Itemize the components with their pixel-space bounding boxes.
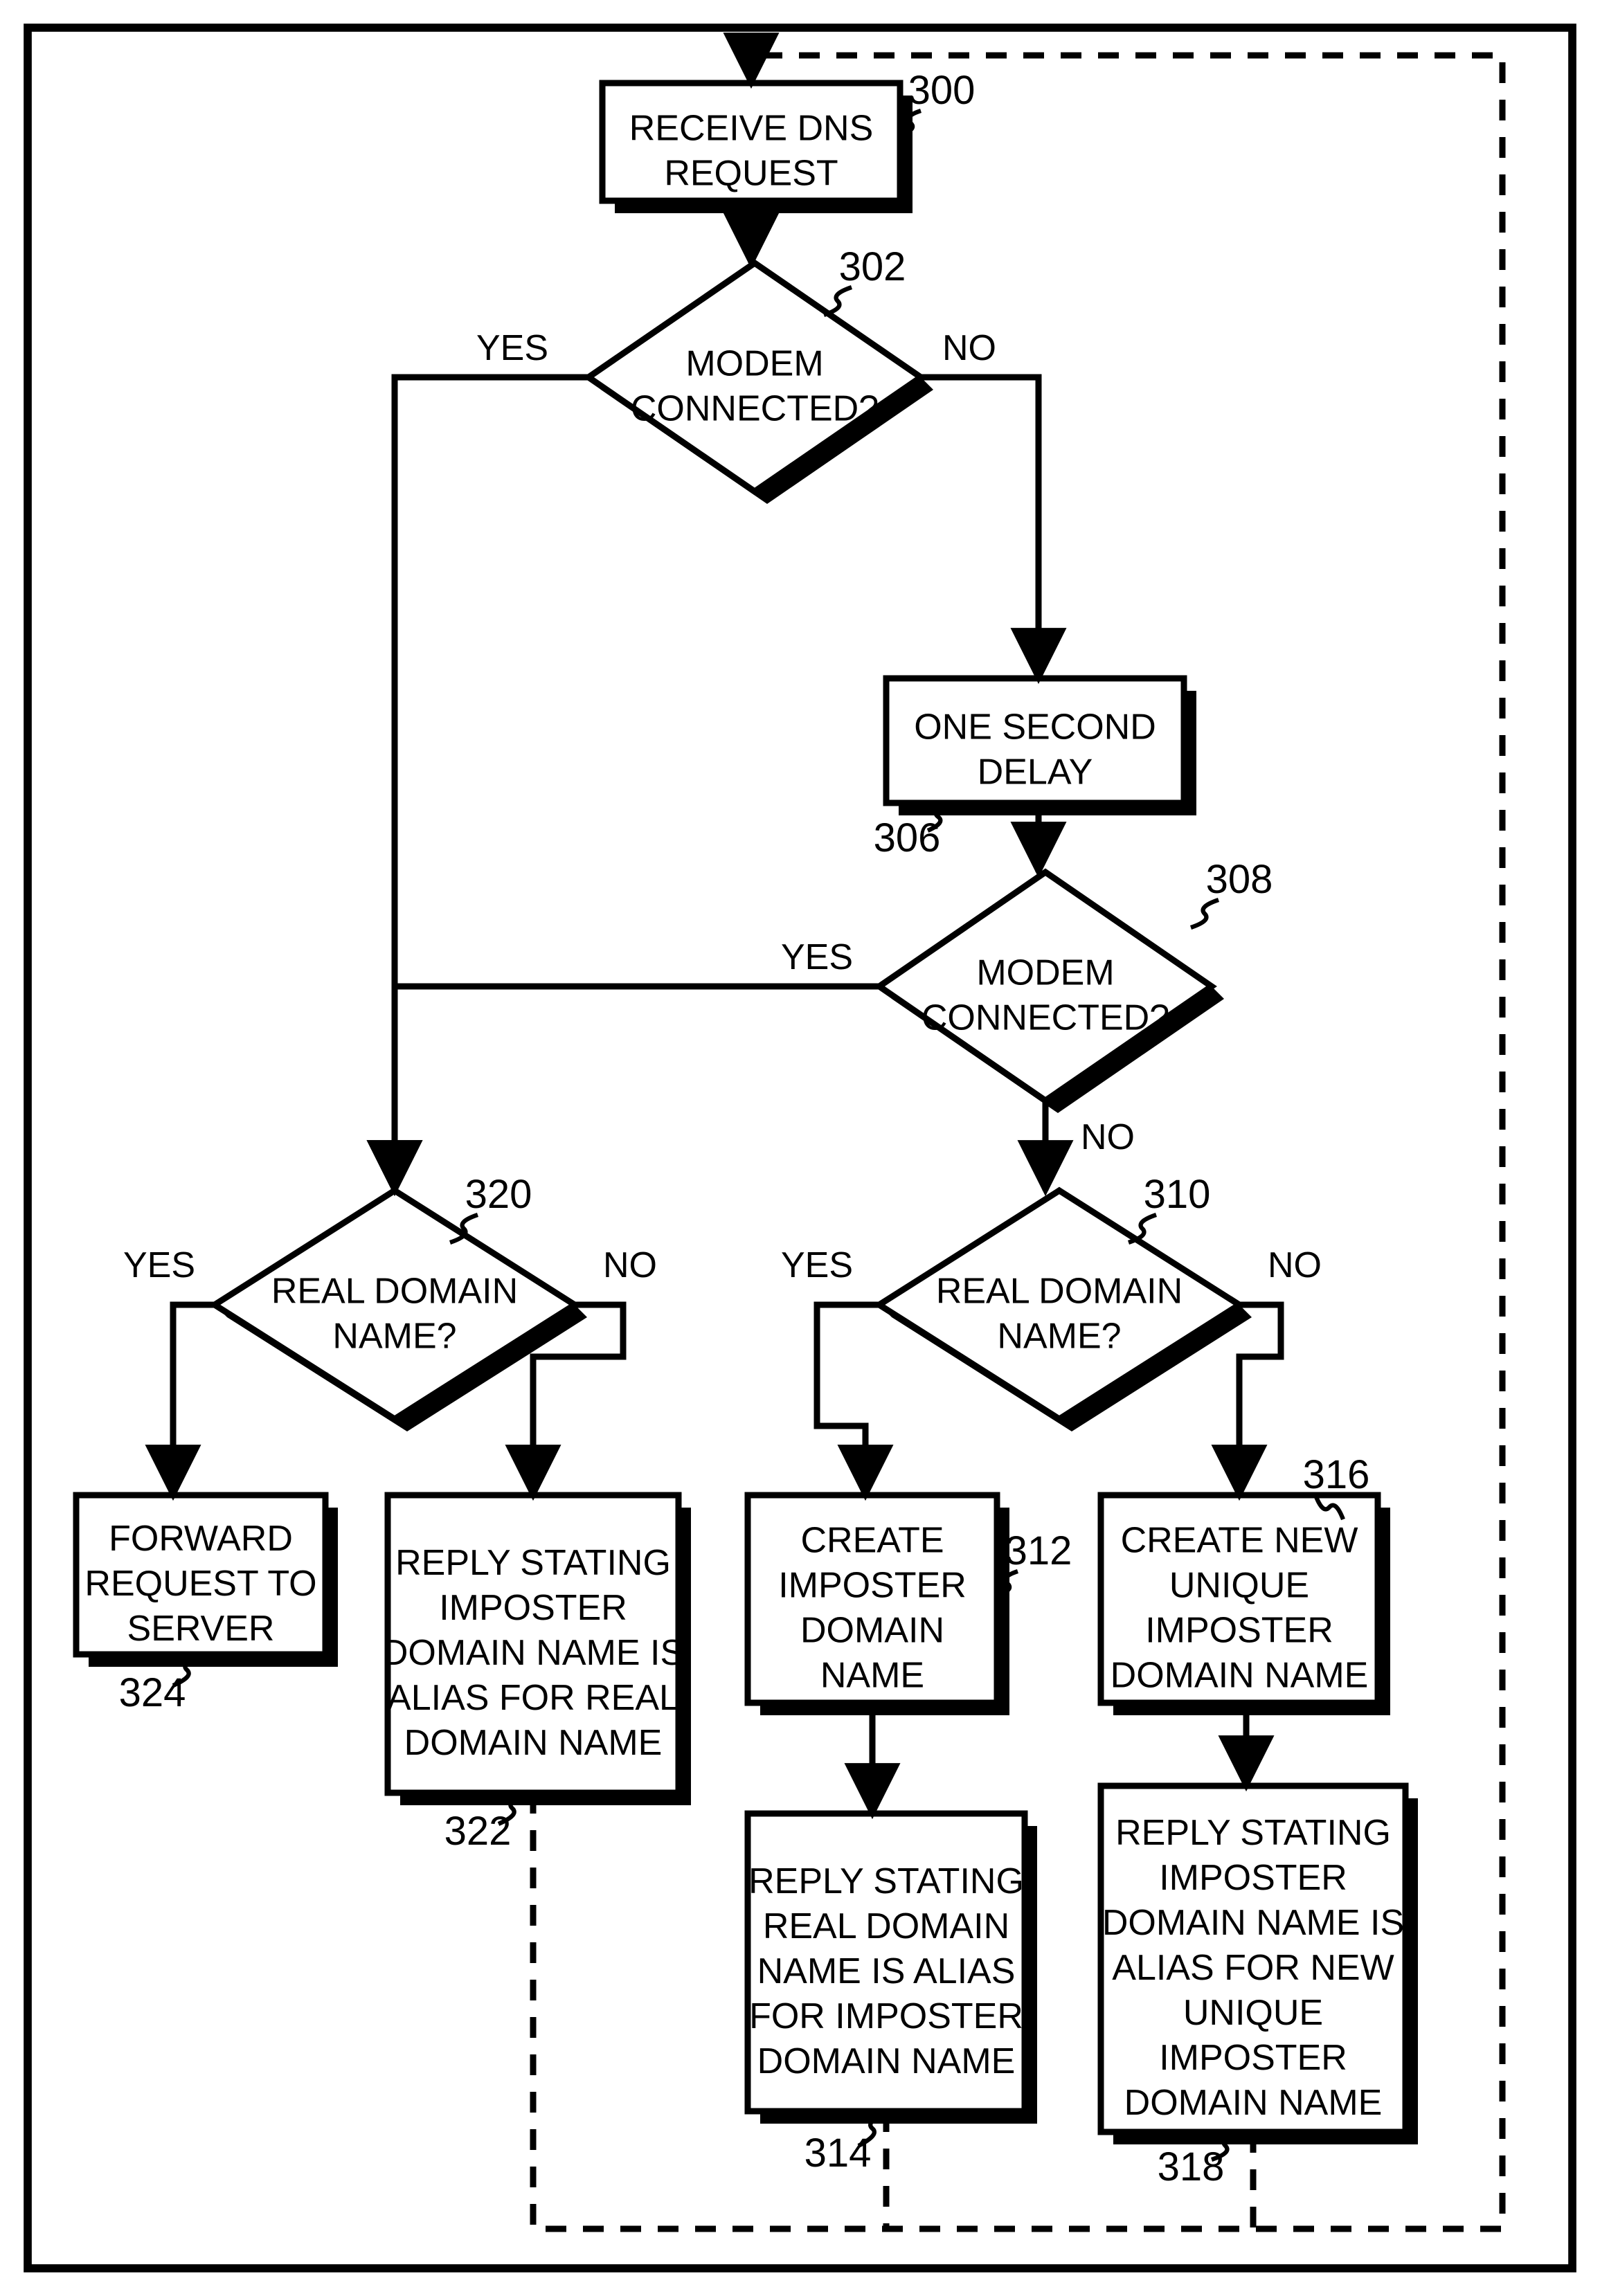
svg-text:300: 300 [908,68,976,113]
svg-text:REPLY STATING: REPLY STATING [1115,1813,1391,1853]
svg-text:312: 312 [1005,1528,1072,1573]
svg-text:REQUEST TO: REQUEST TO [84,1564,316,1604]
svg-text:NO: NO [1081,1117,1135,1157]
svg-text:NO: NO [942,328,996,368]
svg-text:DOMAIN NAME: DOMAIN NAME [404,1723,663,1763]
svg-text:322: 322 [444,1809,512,1854]
svg-text:320: 320 [465,1172,532,1217]
svg-text:306: 306 [874,815,941,860]
svg-text:YES: YES [123,1245,195,1285]
svg-text:MODEM: MODEM [685,343,823,383]
svg-text:NAME?: NAME? [332,1316,456,1356]
svg-text:CREATE: CREATE [800,1520,944,1560]
svg-text:DOMAIN NAME: DOMAIN NAME [1111,1655,1369,1695]
svg-text:UNIQUE: UNIQUE [1183,1993,1323,2033]
svg-text:FORWARD: FORWARD [109,1519,293,1559]
svg-text:CONNECTED?: CONNECTED? [631,388,879,428]
svg-text:NO: NO [603,1245,657,1285]
svg-text:IMPOSTER: IMPOSTER [1159,2038,1347,2078]
svg-text:SERVER: SERVER [127,1609,275,1649]
svg-text:NAME IS ALIAS: NAME IS ALIAS [757,1951,1016,1991]
svg-text:324: 324 [119,1670,186,1715]
svg-text:DOMAIN NAME: DOMAIN NAME [757,2041,1016,2081]
svg-text:REPLY STATING: REPLY STATING [395,1543,671,1583]
svg-text:DELAY: DELAY [978,752,1093,792]
svg-text:IMPOSTER: IMPOSTER [778,1565,967,1605]
svg-text:IMPOSTER: IMPOSTER [1159,1858,1347,1898]
svg-text:302: 302 [839,244,906,289]
svg-text:NAME?: NAME? [997,1316,1121,1356]
svg-text:NO: NO [1268,1245,1322,1285]
svg-text:REAL DOMAIN: REAL DOMAIN [271,1271,518,1311]
svg-text:UNIQUE: UNIQUE [1169,1565,1309,1605]
svg-text:CREATE NEW: CREATE NEW [1121,1520,1358,1560]
svg-text:DOMAIN NAME: DOMAIN NAME [1124,2083,1383,2123]
svg-text:REPLY STATING: REPLY STATING [748,1861,1024,1901]
svg-text:YES: YES [781,937,853,977]
svg-text:NAME: NAME [820,1655,924,1695]
svg-text:310: 310 [1144,1172,1211,1217]
svg-text:RECEIVE DNS: RECEIVE DNS [629,108,874,148]
svg-text:IMPOSTER: IMPOSTER [439,1588,627,1628]
svg-text:CONNECTED?: CONNECTED? [922,997,1169,1038]
svg-text:REAL DOMAIN: REAL DOMAIN [936,1271,1183,1311]
svg-text:REAL DOMAIN: REAL DOMAIN [763,1906,1009,1946]
svg-text:YES: YES [476,328,548,368]
svg-text:DOMAIN NAME IS: DOMAIN NAME IS [1102,1903,1404,1943]
flowchart-canvas: RECEIVE DNSREQUEST300MODEMCONNECTED?302O… [0,0,1600,2296]
svg-text:ALIAS FOR REAL: ALIAS FOR REAL [387,1678,679,1718]
svg-text:DOMAIN: DOMAIN [800,1610,944,1650]
svg-text:ALIAS FOR NEW: ALIAS FOR NEW [1112,1948,1394,1988]
svg-text:IMPOSTER: IMPOSTER [1145,1610,1333,1650]
svg-text:MODEM: MODEM [976,952,1114,993]
svg-text:REQUEST: REQUEST [664,153,838,193]
svg-text:FOR IMPOSTER: FOR IMPOSTER [749,1996,1023,2036]
svg-text:314: 314 [805,2131,872,2176]
svg-text:ONE SECOND: ONE SECOND [914,707,1156,747]
svg-text:316: 316 [1303,1452,1370,1497]
svg-text:308: 308 [1206,857,1273,902]
svg-text:318: 318 [1158,2144,1225,2189]
svg-text:YES: YES [781,1245,853,1285]
svg-text:DOMAIN NAME IS: DOMAIN NAME IS [382,1633,684,1673]
